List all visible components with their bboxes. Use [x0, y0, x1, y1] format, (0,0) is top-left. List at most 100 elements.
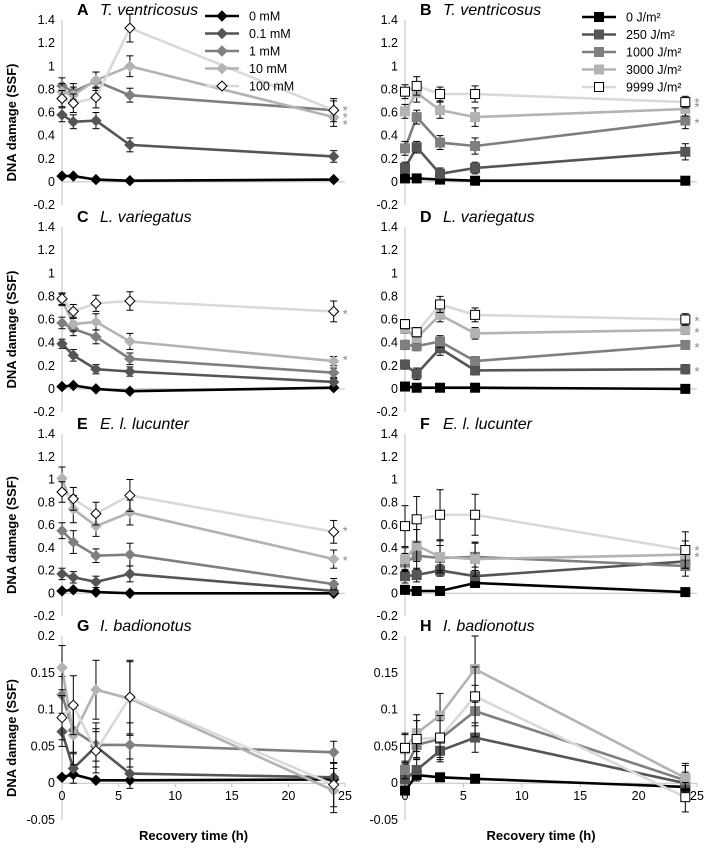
data-point	[124, 767, 136, 780]
y-tick-label: 1.2	[38, 243, 55, 257]
series-0-mm	[56, 379, 340, 397]
data-point	[435, 137, 446, 148]
data-point	[56, 661, 68, 674]
y-tick-label: 0.6	[38, 106, 55, 120]
data-point	[90, 774, 102, 786]
data-point	[124, 489, 136, 502]
data-point	[400, 571, 410, 582]
data-point	[680, 773, 691, 784]
data-point	[435, 382, 446, 393]
data-point	[435, 168, 446, 179]
data-point	[327, 366, 340, 379]
x-tick-label: 0	[59, 789, 66, 803]
data-point	[56, 524, 68, 537]
y-tick-label: 0	[48, 382, 55, 396]
data-point	[411, 382, 422, 393]
series-9999-j-m-	[400, 76, 691, 109]
data-point	[435, 509, 446, 520]
y-tick-label: 0.8	[381, 82, 398, 96]
y-tick-label: 0	[48, 776, 55, 790]
y-tick-label: 0.2	[38, 629, 55, 643]
data-point	[67, 584, 80, 596]
panel-a: -0.2 0 0.2 0.4 0.6 0.8 1 1.2 1.4 DNA damage (SSF)…	[4, 2, 348, 212]
significance-star: *	[694, 95, 699, 110]
significance-star: *	[694, 340, 699, 355]
data-point	[400, 381, 410, 392]
legend-marker	[594, 29, 604, 40]
data-point	[680, 545, 691, 556]
series-0-mm	[56, 170, 340, 187]
y-tick-label: 1.4	[381, 220, 398, 234]
x-tick-label: 25	[690, 789, 704, 803]
y-tick-label: -0.2	[33, 609, 55, 623]
data-point	[470, 89, 481, 99]
series-line	[61, 113, 334, 158]
legend-label: 1 mM	[249, 45, 280, 59]
series-0-1-mm	[56, 107, 340, 163]
data-point	[90, 507, 102, 520]
data-point	[470, 163, 481, 173]
series-line	[404, 513, 686, 552]
data-point	[470, 309, 481, 320]
data-point	[124, 691, 136, 703]
y-tick-label: 0.2	[38, 152, 55, 166]
data-point	[67, 729, 80, 742]
x-tick-label: 20	[281, 789, 295, 803]
significance-star: *	[343, 523, 348, 538]
panel-c: -0.2 0 0.2 0.4 0.6 0.8 1 1.2 1.4 DNA damage (SSF)…	[4, 209, 348, 419]
y-tick-label: 0	[391, 175, 398, 189]
data-point	[67, 318, 80, 330]
y-tick-label: 0.2	[381, 152, 398, 166]
y-tick-label: -0.05	[370, 813, 399, 827]
data-point	[400, 785, 410, 796]
data-point	[400, 764, 410, 775]
data-point	[435, 105, 446, 116]
data-point	[90, 363, 102, 375]
data-point	[470, 691, 481, 702]
y-axis-label: DNA damage (SSF)	[4, 476, 19, 594]
series-100-mm	[56, 291, 340, 323]
data-point	[680, 587, 691, 598]
data-point	[435, 299, 446, 310]
series-line	[61, 297, 334, 313]
series-3000-j-m-	[400, 635, 691, 794]
y-tick-label: 1.4	[38, 220, 55, 234]
y-tick-label: 1	[391, 266, 398, 280]
y-tick-label: 1.4	[38, 13, 55, 27]
y-tick-label: 0.8	[38, 82, 55, 96]
data-point	[411, 142, 422, 153]
data-point	[400, 173, 410, 184]
legend-marker	[216, 10, 228, 22]
data-point	[680, 175, 691, 186]
data-point	[680, 792, 691, 803]
data-point	[327, 104, 340, 116]
y-tick-label: 1	[48, 266, 55, 280]
legend-label: 250 J/m²	[626, 28, 675, 42]
data-point	[327, 553, 340, 565]
data-point	[56, 711, 68, 724]
y-tick-label: 0.2	[38, 564, 55, 578]
data-point	[680, 324, 691, 335]
data-point	[56, 380, 68, 393]
significance-star: *	[694, 116, 699, 131]
data-point	[67, 116, 80, 128]
y-tick-label: 0.1	[381, 703, 398, 717]
y-tick-label: 1	[391, 473, 398, 487]
y-axis-label: DNA damage (SSF)	[4, 64, 19, 182]
significance-star: *	[343, 553, 348, 568]
y-tick-label: 1	[48, 473, 55, 487]
panel-letter: B	[420, 2, 432, 19]
series-line	[404, 346, 686, 376]
series-1000-j-m-	[400, 335, 691, 367]
data-point	[90, 114, 102, 127]
data-point	[90, 550, 102, 562]
data-point	[435, 89, 446, 99]
y-tick-label: 0.2	[381, 359, 398, 373]
data-point	[680, 97, 691, 108]
data-point	[470, 365, 481, 376]
data-point	[90, 745, 102, 757]
data-point	[327, 150, 340, 163]
series-250-j-m-	[400, 140, 691, 181]
